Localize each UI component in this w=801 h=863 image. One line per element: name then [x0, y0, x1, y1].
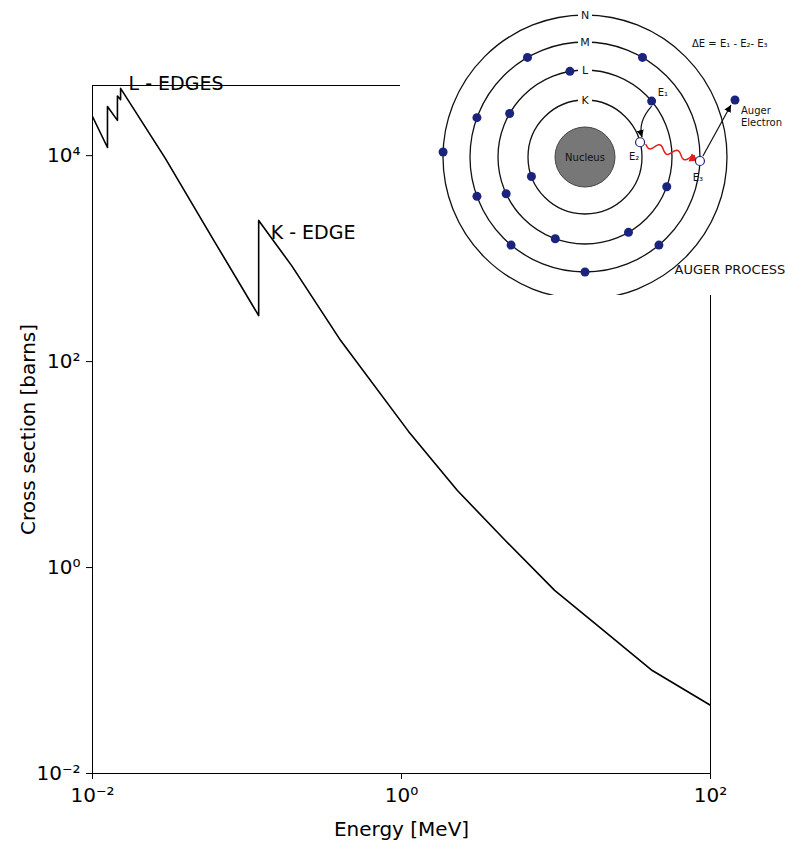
svg-text:Nucleus: Nucleus	[565, 152, 605, 163]
svg-text:E₁: E₁	[658, 87, 668, 98]
svg-text:10⁻²: 10⁻²	[70, 783, 114, 807]
svg-text:10⁻²: 10⁻²	[36, 761, 80, 785]
svg-text:K - EDGE: K - EDGE	[271, 220, 356, 242]
svg-text:AUGER PROCESS: AUGER PROCESS	[675, 262, 786, 277]
svg-text:Electron: Electron	[741, 117, 782, 128]
svg-text:N: N	[581, 9, 589, 22]
svg-text:M: M	[580, 36, 590, 49]
svg-text:ΔE = E₁ - E₂- E₃: ΔE = E₁ - E₂- E₃	[692, 38, 768, 49]
svg-text:L - EDGES: L - EDGES	[129, 72, 224, 94]
svg-text:10²: 10²	[694, 783, 727, 807]
svg-text:E₂: E₂	[629, 151, 639, 162]
svg-text:10⁰: 10⁰	[47, 555, 80, 579]
svg-text:Energy [MeV]: Energy [MeV]	[334, 817, 469, 841]
svg-text:E₃: E₃	[693, 172, 703, 183]
svg-text:Cross section [barns]: Cross section [barns]	[16, 324, 40, 535]
svg-text:10²: 10²	[47, 349, 80, 373]
svg-text:K: K	[581, 94, 589, 107]
svg-text:10⁴: 10⁴	[47, 143, 80, 167]
svg-text:10⁰: 10⁰	[385, 783, 418, 807]
svg-text:L: L	[582, 64, 589, 77]
svg-text:Auger: Auger	[741, 105, 772, 116]
